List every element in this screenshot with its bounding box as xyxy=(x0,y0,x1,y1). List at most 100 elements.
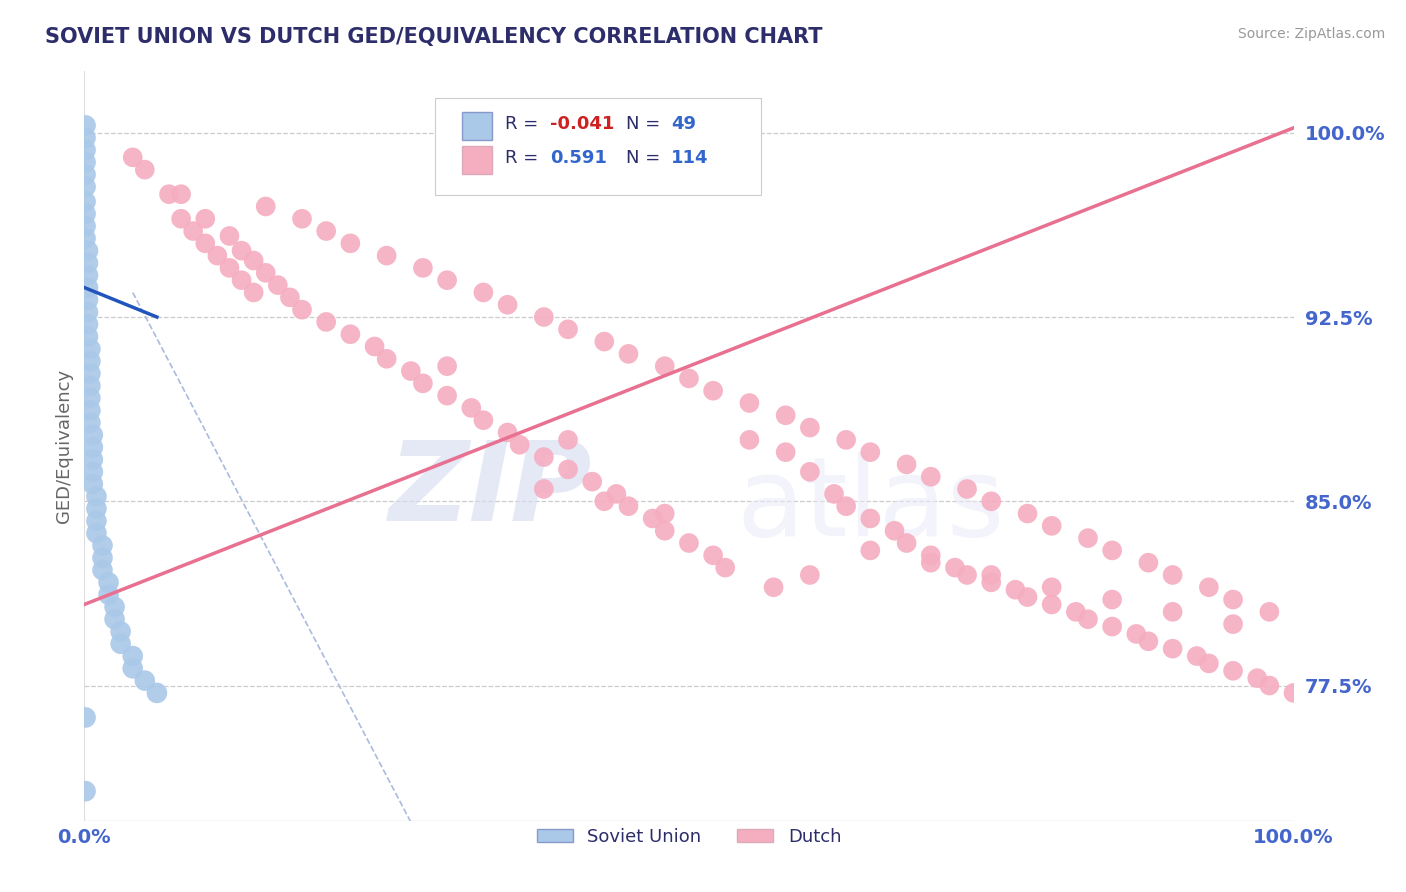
Point xyxy=(1101,619,1123,633)
Point xyxy=(641,511,664,525)
Point xyxy=(242,253,264,268)
Point xyxy=(82,428,104,442)
Point xyxy=(956,568,979,582)
Point xyxy=(980,494,1002,508)
Point xyxy=(943,560,966,574)
Point xyxy=(77,293,100,307)
Point xyxy=(436,273,458,287)
Point xyxy=(110,637,132,651)
Point xyxy=(75,784,97,798)
Point xyxy=(436,389,458,403)
Text: Source: ZipAtlas.com: Source: ZipAtlas.com xyxy=(1237,27,1385,41)
Point xyxy=(79,403,101,417)
Point xyxy=(460,401,482,415)
Point xyxy=(194,211,217,226)
Text: SOVIET UNION VS DUTCH GED/EQUIVALENCY CORRELATION CHART: SOVIET UNION VS DUTCH GED/EQUIVALENCY CO… xyxy=(45,27,823,46)
Point xyxy=(1017,590,1039,604)
Point xyxy=(339,327,361,342)
Point xyxy=(557,322,579,336)
Point xyxy=(1017,507,1039,521)
Point xyxy=(399,364,422,378)
Text: N =: N = xyxy=(626,149,666,167)
Point xyxy=(79,391,101,405)
Point xyxy=(375,351,398,366)
Point xyxy=(77,305,100,319)
Point xyxy=(557,433,579,447)
Point xyxy=(104,599,127,614)
Point xyxy=(496,298,519,312)
Point xyxy=(254,266,277,280)
Point xyxy=(980,575,1002,590)
Point xyxy=(775,409,797,423)
Point xyxy=(157,187,180,202)
Point xyxy=(291,211,314,226)
Point xyxy=(654,524,676,538)
Text: R =: R = xyxy=(505,149,544,167)
Y-axis label: GED/Equivalency: GED/Equivalency xyxy=(55,369,73,523)
Point xyxy=(1222,617,1244,632)
Point xyxy=(97,588,120,602)
Point xyxy=(799,465,821,479)
Point xyxy=(1004,582,1026,597)
Point xyxy=(79,416,101,430)
Point xyxy=(920,469,942,483)
Point xyxy=(436,359,458,373)
Point xyxy=(218,260,240,275)
Point xyxy=(242,285,264,300)
FancyBboxPatch shape xyxy=(461,145,492,174)
Point xyxy=(859,445,882,459)
Text: 0.591: 0.591 xyxy=(550,149,607,167)
Point xyxy=(883,524,905,538)
Point xyxy=(896,458,918,472)
Point xyxy=(121,648,143,663)
Point xyxy=(91,550,114,565)
Point xyxy=(104,612,127,626)
Text: R =: R = xyxy=(505,115,544,133)
Point xyxy=(86,501,108,516)
Point xyxy=(1161,568,1184,582)
Point xyxy=(1137,556,1160,570)
Point xyxy=(75,219,97,234)
Point xyxy=(207,249,229,263)
Point xyxy=(557,462,579,476)
Point xyxy=(1161,605,1184,619)
Point xyxy=(1064,605,1087,619)
Point xyxy=(702,549,724,563)
Point xyxy=(412,260,434,275)
Point xyxy=(339,236,361,251)
Point xyxy=(315,315,337,329)
Point xyxy=(75,168,97,182)
Text: atlas: atlas xyxy=(737,452,1004,559)
Point xyxy=(110,624,132,639)
Point xyxy=(77,318,100,332)
Point xyxy=(121,150,143,164)
Point xyxy=(617,347,640,361)
Point xyxy=(533,450,555,464)
Point xyxy=(1161,641,1184,656)
Point xyxy=(1040,598,1063,612)
Point xyxy=(472,285,495,300)
Point xyxy=(654,507,676,521)
Point xyxy=(605,487,627,501)
Point xyxy=(82,477,104,491)
Point xyxy=(79,379,101,393)
Point xyxy=(79,354,101,368)
Point xyxy=(678,536,700,550)
Point xyxy=(77,329,100,343)
Point xyxy=(75,119,97,133)
Point xyxy=(194,236,217,251)
Point xyxy=(1101,543,1123,558)
Point xyxy=(75,710,97,724)
Point xyxy=(291,302,314,317)
Point xyxy=(835,433,858,447)
Point xyxy=(75,143,97,157)
Point xyxy=(121,661,143,675)
Point xyxy=(86,514,108,528)
Point xyxy=(75,207,97,221)
Point xyxy=(1258,605,1281,619)
Point xyxy=(170,187,193,202)
Point xyxy=(363,339,385,353)
Point xyxy=(738,433,761,447)
Point xyxy=(75,194,97,209)
Point xyxy=(146,686,169,700)
